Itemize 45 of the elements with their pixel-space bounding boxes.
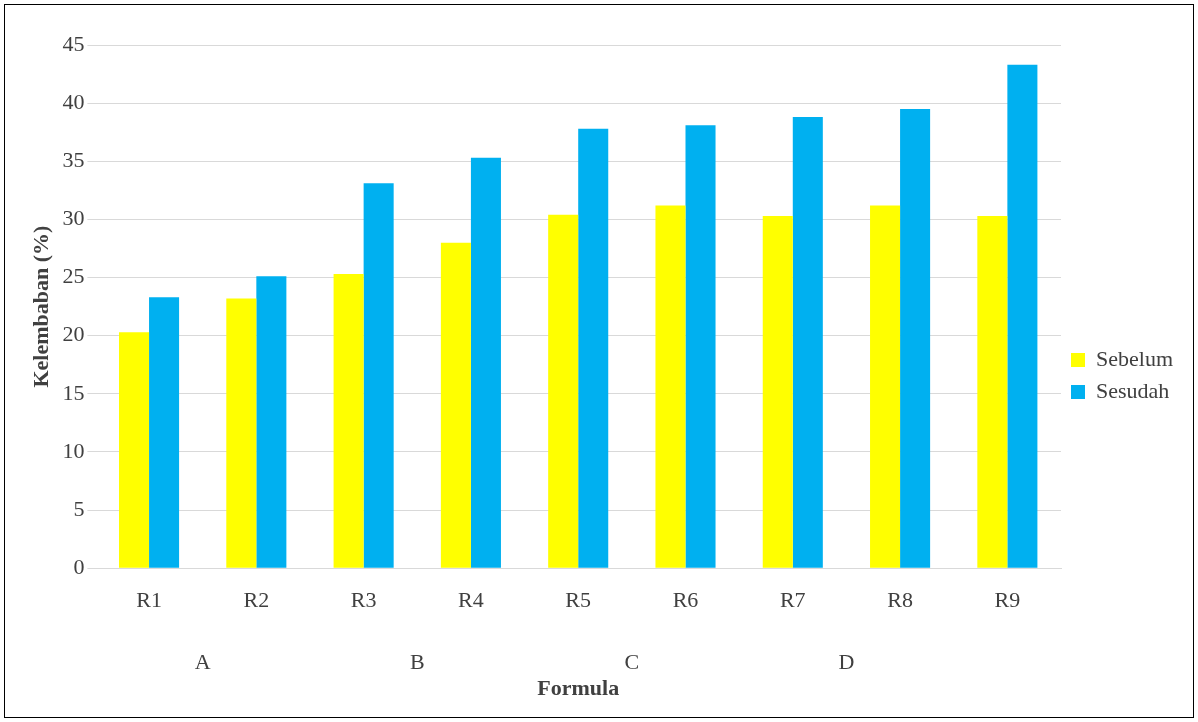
text: D <box>838 648 855 674</box>
bar <box>578 128 609 568</box>
y-tick-label: 15 <box>62 379 85 405</box>
bar <box>762 215 793 568</box>
bar <box>870 205 901 568</box>
legend-label: Sebelum <box>1096 345 1174 371</box>
x-tick-label: R7 <box>779 587 806 613</box>
y-tick-label: 5 <box>73 495 85 521</box>
bar <box>119 332 150 568</box>
bar <box>655 205 686 568</box>
y-tick-label: 0 <box>73 553 85 579</box>
x-axis-title: Formula <box>537 675 620 701</box>
bar <box>149 297 180 568</box>
y-tick-label: 40 <box>62 88 85 114</box>
x-tick-label: R8 <box>887 587 913 613</box>
x-tick-label: R1 <box>136 587 162 613</box>
x-tick-label: R9 <box>994 587 1021 613</box>
x-tick-label: R2 <box>243 587 270 613</box>
y-tick-label: 35 <box>62 147 85 173</box>
text: A <box>194 648 211 674</box>
bar <box>226 298 257 568</box>
y-tick-label: 25 <box>62 263 85 289</box>
bar <box>977 215 1008 568</box>
x-tick-label: R6 <box>672 587 699 613</box>
bar <box>792 117 823 568</box>
x-tick-label: R5 <box>565 587 592 613</box>
bar <box>685 125 716 568</box>
bar <box>548 214 579 568</box>
bar <box>1007 64 1038 568</box>
y-tick-label: 20 <box>62 321 85 347</box>
bar <box>900 108 931 568</box>
bar <box>440 242 471 568</box>
bar <box>363 183 394 568</box>
legend-label: Sesudah <box>1096 377 1170 403</box>
text: B <box>409 648 425 674</box>
y-axis-title: Kelembaban (%) <box>27 225 53 388</box>
y-tick-label: 30 <box>62 205 85 231</box>
x-tick-label: R4 <box>458 587 484 613</box>
text: C <box>624 648 640 674</box>
x-tick-label: R3 <box>350 587 377 613</box>
bar <box>333 274 364 568</box>
bar <box>256 276 287 568</box>
bar <box>470 157 501 568</box>
y-tick-label: 45 <box>62 30 85 56</box>
y-tick-label: 10 <box>62 437 85 463</box>
